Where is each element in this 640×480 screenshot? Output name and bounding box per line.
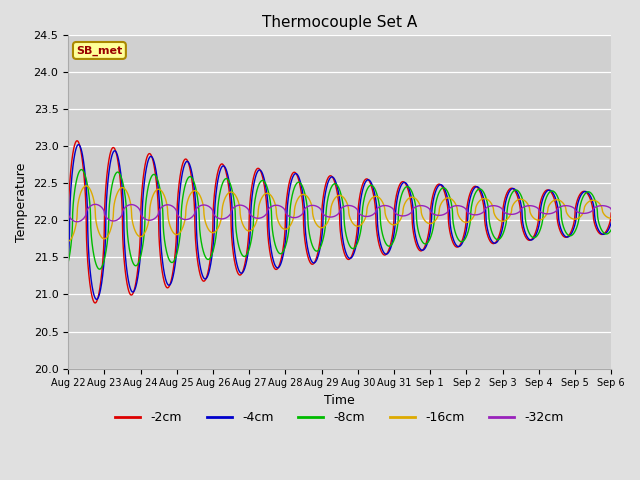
-8cm xyxy=(367,182,375,188)
Line: -16cm: -16cm xyxy=(68,186,611,241)
-4cm xyxy=(75,142,83,147)
-32cm xyxy=(216,216,224,222)
-16cm xyxy=(498,218,506,224)
-8cm xyxy=(575,217,582,223)
Line: -32cm: -32cm xyxy=(68,204,611,222)
Line: -8cm: -8cm xyxy=(68,169,611,269)
Text: SB_met: SB_met xyxy=(76,45,122,56)
-2cm xyxy=(73,138,81,144)
Legend: -2cm, -4cm, -8cm, -16cm, -32cm: -2cm, -4cm, -8cm, -16cm, -32cm xyxy=(111,406,569,429)
-32cm xyxy=(92,202,99,207)
-2cm xyxy=(356,194,364,200)
Title: Thermocouple Set A: Thermocouple Set A xyxy=(262,15,417,30)
-4cm xyxy=(64,259,72,265)
-16cm xyxy=(64,238,72,244)
Line: -2cm: -2cm xyxy=(68,141,611,303)
-4cm xyxy=(560,232,568,238)
-4cm xyxy=(356,206,364,212)
-2cm xyxy=(607,210,615,216)
X-axis label: Time: Time xyxy=(324,394,355,407)
-4cm xyxy=(216,168,224,174)
-2cm xyxy=(64,221,72,227)
-2cm xyxy=(560,234,568,240)
-32cm xyxy=(560,203,568,209)
-8cm xyxy=(64,260,72,265)
-8cm xyxy=(356,233,364,239)
-32cm xyxy=(64,210,72,216)
-16cm xyxy=(575,215,582,221)
-4cm xyxy=(367,180,375,186)
-16cm xyxy=(356,223,364,229)
-32cm xyxy=(607,206,615,212)
-16cm xyxy=(607,216,615,221)
-4cm xyxy=(498,228,506,234)
-32cm xyxy=(367,213,375,218)
-16cm xyxy=(559,201,567,206)
-4cm xyxy=(607,220,615,226)
-8cm xyxy=(607,227,615,233)
-2cm xyxy=(92,300,99,306)
-2cm xyxy=(367,183,375,189)
-16cm xyxy=(367,196,375,202)
Line: -4cm: -4cm xyxy=(68,144,611,300)
-8cm xyxy=(216,189,224,195)
-2cm xyxy=(575,194,582,200)
-16cm xyxy=(83,183,90,189)
-8cm xyxy=(498,233,506,239)
-8cm xyxy=(96,266,104,272)
-32cm xyxy=(575,210,582,216)
-2cm xyxy=(216,163,224,168)
-4cm xyxy=(93,297,100,302)
-4cm xyxy=(575,197,582,203)
Y-axis label: Temperature: Temperature xyxy=(15,162,28,241)
-8cm xyxy=(560,225,568,230)
-8cm xyxy=(77,167,85,172)
-32cm xyxy=(356,211,364,217)
-32cm xyxy=(73,219,81,225)
-16cm xyxy=(216,221,223,227)
-32cm xyxy=(498,206,506,212)
-2cm xyxy=(498,222,506,228)
